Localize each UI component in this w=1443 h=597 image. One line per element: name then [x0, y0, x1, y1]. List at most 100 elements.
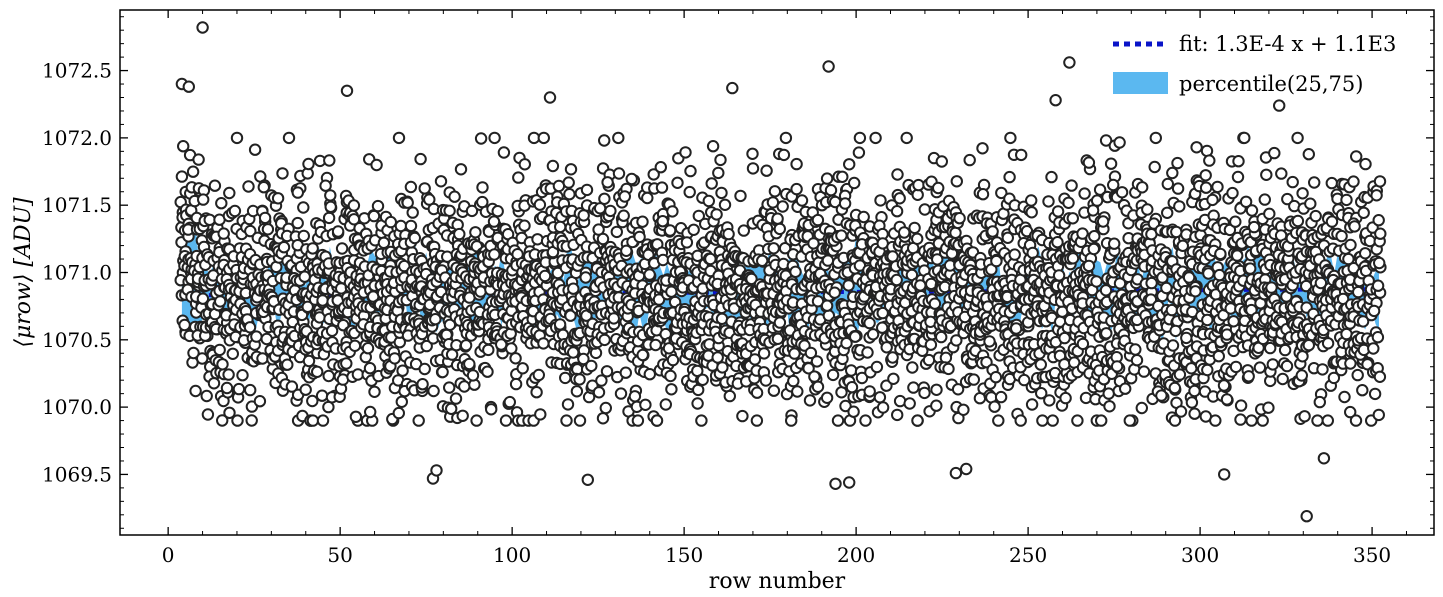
data-point: [445, 402, 458, 415]
data-point: [911, 414, 924, 427]
data-point: [1367, 304, 1381, 318]
data-point: [666, 205, 679, 218]
data-point: [200, 389, 213, 403]
data-point: [918, 203, 931, 216]
data-point: [647, 168, 660, 181]
data-point: [791, 385, 804, 398]
data-point: [1149, 131, 1163, 145]
data-point: [1201, 313, 1214, 327]
data-point: [1226, 186, 1239, 200]
legend-percentile-swatch: [1113, 72, 1168, 94]
data-point: [1017, 373, 1031, 387]
data-point: [1035, 387, 1048, 400]
data-point: [911, 232, 924, 246]
data-point: [666, 353, 680, 367]
data-point: [599, 401, 612, 415]
data-point: [1281, 192, 1294, 206]
data-point: [282, 131, 296, 145]
data-point: [790, 182, 803, 196]
data-point: [804, 346, 818, 360]
data-point: [1317, 452, 1331, 465]
data-point: [474, 132, 488, 145]
data-point: [890, 205, 904, 218]
data-point: [323, 154, 336, 167]
data-point: [1350, 150, 1363, 163]
data-point: [226, 347, 240, 360]
data-point: [347, 199, 361, 212]
data-point: [456, 409, 469, 422]
data-point: [912, 178, 925, 192]
data-point: [908, 221, 921, 235]
data-point: [349, 410, 363, 423]
data-point: [567, 346, 580, 359]
data-point: [207, 377, 221, 390]
data-point: [767, 384, 781, 397]
data-point: [533, 198, 547, 211]
data-point: [554, 220, 567, 234]
data-points: [174, 21, 1387, 523]
data-point: [208, 179, 222, 192]
data-point: [396, 364, 409, 377]
data-point: [839, 399, 852, 413]
data-point: [787, 374, 800, 388]
data-point: [612, 131, 625, 145]
data-point: [750, 386, 764, 399]
y-tick-label: 1072.0: [42, 126, 112, 150]
data-point: [692, 209, 705, 223]
data-point: [1245, 414, 1258, 427]
data-point: [585, 359, 598, 373]
data-point: [201, 408, 215, 421]
data-point: [1231, 249, 1244, 262]
data-point: [859, 414, 872, 427]
data-point: [567, 282, 580, 295]
data-point: [1338, 390, 1351, 404]
data-point: [532, 368, 545, 382]
data-point: [449, 392, 463, 405]
data-point: [811, 213, 825, 227]
data-point: [1071, 414, 1084, 427]
data-point: [683, 185, 696, 199]
y-tick-label: 1071.0: [42, 261, 112, 285]
data-point: [463, 357, 476, 371]
data-point: [497, 146, 511, 159]
data-point: [1242, 370, 1255, 383]
data-point: [863, 316, 876, 330]
data-point: [370, 158, 383, 172]
data-point: [1123, 414, 1137, 427]
data-point: [1260, 168, 1273, 182]
data-point: [643, 368, 656, 381]
data-point: [650, 414, 664, 427]
data-point: [509, 352, 522, 365]
data-point: [1129, 343, 1142, 356]
data-point: [499, 414, 513, 427]
data-point: [643, 268, 656, 281]
data-point: [1161, 177, 1175, 191]
data-point: [1025, 194, 1038, 207]
data-point: [404, 219, 418, 233]
data-point: [822, 60, 835, 73]
data-point: [601, 176, 614, 189]
x-tick-label: 250: [1009, 543, 1047, 567]
data-point: [392, 131, 406, 145]
data-point: [371, 199, 385, 213]
data-point: [795, 194, 809, 207]
data-point: [1119, 382, 1132, 395]
y-tick-label: 1070.0: [42, 395, 112, 419]
data-point: [723, 389, 736, 403]
data-point: [1280, 359, 1294, 373]
data-point: [248, 143, 262, 156]
x-tick-label: 100: [493, 543, 531, 567]
data-point: [466, 369, 480, 382]
data-point: [1201, 363, 1214, 377]
data-point: [1308, 176, 1321, 189]
x-tick-label: 300: [1181, 543, 1219, 567]
data-point: [869, 131, 882, 145]
data-point: [306, 414, 320, 427]
data-point: [1096, 215, 1110, 228]
data-point: [870, 360, 884, 374]
data-point: [1010, 322, 1023, 335]
data-point: [607, 312, 620, 325]
data-point: [1171, 182, 1185, 195]
data-point: [1043, 394, 1056, 407]
data-point: [1344, 238, 1357, 252]
